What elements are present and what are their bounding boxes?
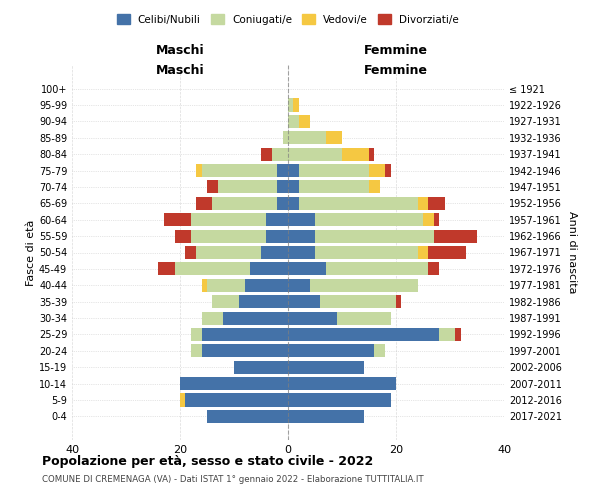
Bar	[196, 197, 212, 210]
Bar	[428, 262, 439, 276]
Bar	[288, 410, 364, 423]
Bar	[434, 213, 439, 226]
Bar	[266, 213, 288, 226]
Bar	[218, 180, 277, 194]
Bar	[288, 262, 326, 276]
Bar	[326, 262, 428, 276]
Bar	[288, 246, 315, 259]
Bar	[337, 312, 391, 324]
Bar	[288, 344, 374, 358]
Bar	[277, 180, 288, 194]
Bar	[423, 213, 434, 226]
Bar	[293, 98, 299, 112]
Bar	[212, 197, 277, 210]
Text: Popolazione per età, sesso e stato civile - 2022: Popolazione per età, sesso e stato civil…	[42, 455, 373, 468]
Bar	[180, 377, 288, 390]
Bar	[288, 295, 320, 308]
Bar	[288, 230, 315, 242]
Bar	[288, 98, 293, 112]
Bar	[288, 328, 439, 341]
Bar	[191, 344, 202, 358]
Bar	[288, 278, 310, 292]
Bar	[315, 246, 418, 259]
Bar	[288, 197, 299, 210]
Bar	[288, 377, 396, 390]
Bar	[374, 344, 385, 358]
Text: COMUNE DI CREMENAGA (VA) - Dati ISTAT 1° gennaio 2022 - Elaborazione TUTTITALIA.: COMUNE DI CREMENAGA (VA) - Dati ISTAT 1°…	[42, 475, 424, 484]
Bar	[288, 115, 299, 128]
Bar	[175, 230, 191, 242]
Bar	[277, 164, 288, 177]
Bar	[288, 131, 326, 144]
Text: Maschi: Maschi	[155, 64, 205, 77]
Bar	[196, 246, 261, 259]
Bar	[369, 180, 380, 194]
Bar	[428, 197, 445, 210]
Bar	[207, 278, 245, 292]
Bar	[299, 197, 418, 210]
Bar	[207, 410, 288, 423]
Bar	[191, 328, 202, 341]
Legend: Celibi/Nubili, Coniugati/e, Vedovi/e, Divorziati/e: Celibi/Nubili, Coniugati/e, Vedovi/e, Di…	[113, 10, 463, 29]
Bar	[250, 262, 288, 276]
Bar	[164, 213, 191, 226]
Bar	[434, 230, 477, 242]
Y-axis label: Anni di nascita: Anni di nascita	[568, 211, 577, 294]
Bar	[315, 230, 434, 242]
Bar	[239, 295, 288, 308]
Bar	[455, 328, 461, 341]
Y-axis label: Fasce di età: Fasce di età	[26, 220, 36, 286]
Bar	[299, 164, 369, 177]
Bar	[223, 312, 288, 324]
Bar	[175, 262, 250, 276]
Bar	[385, 164, 391, 177]
Bar	[202, 328, 288, 341]
Text: Maschi: Maschi	[155, 44, 205, 58]
Bar	[202, 312, 223, 324]
Bar	[288, 213, 315, 226]
Bar	[158, 262, 175, 276]
Bar	[439, 328, 455, 341]
Bar	[288, 164, 299, 177]
Bar	[418, 246, 428, 259]
Bar	[196, 164, 202, 177]
Bar	[326, 131, 342, 144]
Bar	[261, 148, 272, 160]
Text: Femmine: Femmine	[364, 44, 428, 58]
Bar	[185, 246, 196, 259]
Bar	[428, 246, 466, 259]
Bar	[185, 394, 288, 406]
Bar	[315, 213, 423, 226]
Bar	[310, 278, 418, 292]
Bar	[202, 278, 207, 292]
Bar	[202, 164, 277, 177]
Bar	[261, 246, 288, 259]
Bar	[191, 230, 266, 242]
Bar	[202, 344, 288, 358]
Bar	[396, 295, 401, 308]
Bar	[234, 360, 288, 374]
Bar	[288, 312, 337, 324]
Bar	[245, 278, 288, 292]
Bar	[299, 180, 369, 194]
Bar	[283, 131, 288, 144]
Bar	[207, 180, 218, 194]
Bar	[299, 115, 310, 128]
Bar	[288, 180, 299, 194]
Bar	[277, 197, 288, 210]
Bar	[191, 213, 266, 226]
Bar	[266, 230, 288, 242]
Bar	[288, 394, 391, 406]
Text: Femmine: Femmine	[364, 64, 428, 77]
Bar	[342, 148, 369, 160]
Bar	[272, 148, 288, 160]
Bar	[180, 394, 185, 406]
Bar	[418, 197, 428, 210]
Bar	[212, 295, 239, 308]
Bar	[320, 295, 396, 308]
Bar	[369, 164, 385, 177]
Bar	[288, 360, 364, 374]
Bar	[288, 148, 342, 160]
Bar	[369, 148, 374, 160]
